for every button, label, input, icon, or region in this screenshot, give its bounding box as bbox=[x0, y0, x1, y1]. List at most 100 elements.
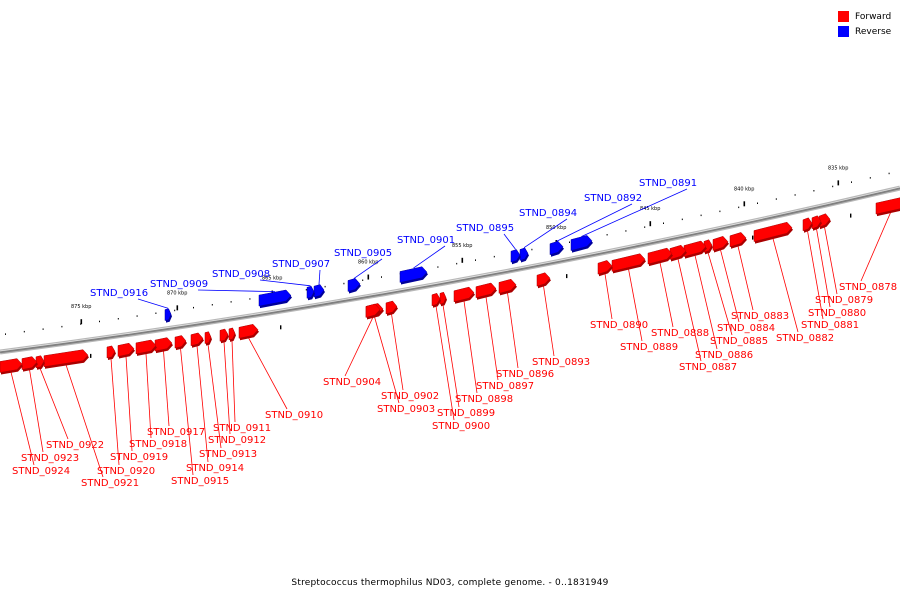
gene-stnd_0889[interactable] bbox=[611, 253, 646, 274]
gene-stnd_0923[interactable] bbox=[21, 356, 38, 372]
gene-label[interactable]: STND_0921 bbox=[81, 478, 139, 489]
gene-label[interactable]: STND_0918 bbox=[129, 439, 187, 450]
gene-label[interactable]: STND_0899 bbox=[437, 408, 495, 419]
gene-label[interactable]: STND_0912 bbox=[208, 435, 266, 446]
gene-arrow[interactable] bbox=[729, 232, 747, 248]
gene-arrow[interactable] bbox=[306, 285, 315, 299]
gene-arrow[interactable] bbox=[365, 303, 381, 318]
gene-label[interactable]: STND_0883 bbox=[731, 311, 789, 322]
gene-label[interactable]: STND_0886 bbox=[695, 350, 753, 361]
gene-label[interactable]: STND_0880 bbox=[808, 308, 866, 319]
gene-arrow[interactable] bbox=[399, 266, 428, 283]
gene-stnd_0913[interactable] bbox=[204, 331, 212, 346]
gene-label[interactable]: STND_0900 bbox=[432, 421, 490, 432]
gene-label[interactable]: STND_0891 bbox=[639, 178, 697, 189]
gene-arrow[interactable] bbox=[669, 244, 687, 260]
gene-stnd_0901[interactable] bbox=[399, 266, 428, 285]
gene-arrow[interactable] bbox=[597, 260, 613, 275]
gene-label[interactable]: STND_0885 bbox=[710, 336, 768, 347]
gene-label[interactable]: STND_0905 bbox=[334, 248, 392, 259]
gene-label[interactable]: STND_0881 bbox=[801, 320, 859, 331]
gene-stnd_0881[interactable] bbox=[802, 217, 813, 233]
gene-arrow[interactable] bbox=[347, 278, 361, 292]
gene-stnd_0892[interactable] bbox=[549, 240, 564, 257]
gene-arrow[interactable] bbox=[21, 356, 38, 370]
gene-arrow[interactable] bbox=[204, 331, 212, 344]
gene-stnd_0916[interactable] bbox=[164, 308, 172, 323]
gene-stnd_0902[interactable] bbox=[385, 300, 398, 316]
gene-arrow[interactable] bbox=[258, 289, 292, 307]
gene-label[interactable]: STND_0888 bbox=[651, 328, 709, 339]
gene-stnd_0883[interactable] bbox=[729, 232, 747, 249]
gene-arrow[interactable] bbox=[802, 217, 813, 232]
gene-arrow[interactable] bbox=[510, 249, 521, 263]
gene-stnd_0919[interactable] bbox=[117, 342, 135, 359]
gene-arrow[interactable] bbox=[164, 308, 172, 321]
gene-label[interactable]: STND_0919 bbox=[110, 452, 168, 463]
gene-arrow[interactable] bbox=[385, 300, 398, 315]
gene-label[interactable]: STND_0892 bbox=[584, 193, 642, 204]
gene-arrow[interactable] bbox=[135, 339, 157, 355]
gene-label[interactable]: STND_0894 bbox=[519, 208, 577, 219]
gene-arrow[interactable] bbox=[190, 332, 204, 347]
gene-stnd_0915[interactable] bbox=[174, 335, 187, 351]
gene-label[interactable]: STND_0898 bbox=[455, 394, 513, 405]
gene-stnd_0910[interactable] bbox=[238, 324, 259, 341]
gene-arrow[interactable] bbox=[106, 345, 116, 359]
gene-stnd_0899[interactable] bbox=[439, 291, 447, 307]
gene-label[interactable]: STND_0878 bbox=[839, 282, 897, 293]
gene-label[interactable]: STND_0901 bbox=[397, 235, 455, 246]
gene-arrow[interactable] bbox=[174, 335, 187, 349]
gene-label[interactable]: STND_0924 bbox=[12, 466, 70, 477]
gene-stnd_0911[interactable] bbox=[228, 327, 236, 342]
gene-stnd_0898[interactable] bbox=[453, 286, 475, 304]
gene-label[interactable]: STND_0907 bbox=[272, 259, 330, 270]
gene-arrow[interactable] bbox=[238, 324, 259, 339]
gene-stnd_0891[interactable] bbox=[570, 235, 593, 253]
gene-label[interactable]: STND_0889 bbox=[620, 342, 678, 353]
gene-arrow[interactable] bbox=[875, 197, 900, 215]
gene-label[interactable]: STND_0911 bbox=[213, 423, 271, 434]
gene-label[interactable]: STND_0903 bbox=[377, 404, 435, 415]
gene-arrow[interactable] bbox=[154, 337, 173, 352]
gene-label[interactable]: STND_0923 bbox=[21, 453, 79, 464]
gene-arrow[interactable] bbox=[0, 358, 23, 373]
gene-stnd_0908[interactable] bbox=[306, 285, 315, 301]
gene-arrow[interactable] bbox=[753, 221, 793, 242]
gene-stnd_0884[interactable] bbox=[712, 236, 729, 253]
gene-arrow[interactable] bbox=[431, 293, 441, 307]
gene-stnd_0917[interactable] bbox=[154, 337, 173, 354]
gene-label[interactable]: STND_0890 bbox=[590, 320, 648, 331]
gene-label[interactable]: STND_0896 bbox=[496, 369, 554, 380]
gene-arrow[interactable] bbox=[498, 278, 517, 294]
gene-label[interactable]: STND_0908 bbox=[212, 269, 270, 280]
gene-stnd_0907[interactable] bbox=[313, 284, 325, 300]
gene-label[interactable]: STND_0910 bbox=[265, 410, 323, 421]
gene-label[interactable]: STND_0882 bbox=[776, 333, 834, 344]
gene-stnd_0922[interactable] bbox=[35, 355, 45, 370]
gene-arrow[interactable] bbox=[453, 286, 475, 303]
gene-label[interactable]: STND_0922 bbox=[46, 440, 104, 451]
gene-arrow[interactable] bbox=[570, 235, 593, 251]
gene-label[interactable]: STND_0915 bbox=[171, 476, 229, 487]
gene-arrow[interactable] bbox=[811, 215, 822, 230]
gene-label[interactable]: STND_0920 bbox=[97, 466, 155, 477]
gene-label[interactable]: STND_0909 bbox=[150, 279, 208, 290]
gene-stnd_0890[interactable] bbox=[597, 260, 613, 277]
gene-arrow[interactable] bbox=[536, 272, 551, 287]
gene-stnd_0888[interactable] bbox=[647, 247, 673, 267]
gene-arrow[interactable] bbox=[475, 282, 497, 299]
gene-label[interactable]: STND_0897 bbox=[476, 381, 534, 392]
gene-stnd_0882[interactable] bbox=[753, 221, 793, 244]
gene-stnd_0878[interactable] bbox=[875, 197, 900, 217]
gene-stnd_0914[interactable] bbox=[190, 332, 204, 348]
gene-label[interactable]: STND_0879 bbox=[815, 295, 873, 306]
gene-stnd_0893[interactable] bbox=[536, 272, 551, 289]
gene-stnd_0924[interactable] bbox=[0, 358, 23, 375]
gene-arrow[interactable] bbox=[228, 327, 236, 341]
gene-label[interactable]: STND_0884 bbox=[717, 323, 775, 334]
gene-stnd_0905[interactable] bbox=[347, 278, 361, 294]
gene-label[interactable]: STND_0895 bbox=[456, 223, 514, 234]
gene-label[interactable]: STND_0904 bbox=[323, 377, 381, 388]
gene-label[interactable]: STND_0914 bbox=[186, 463, 244, 474]
